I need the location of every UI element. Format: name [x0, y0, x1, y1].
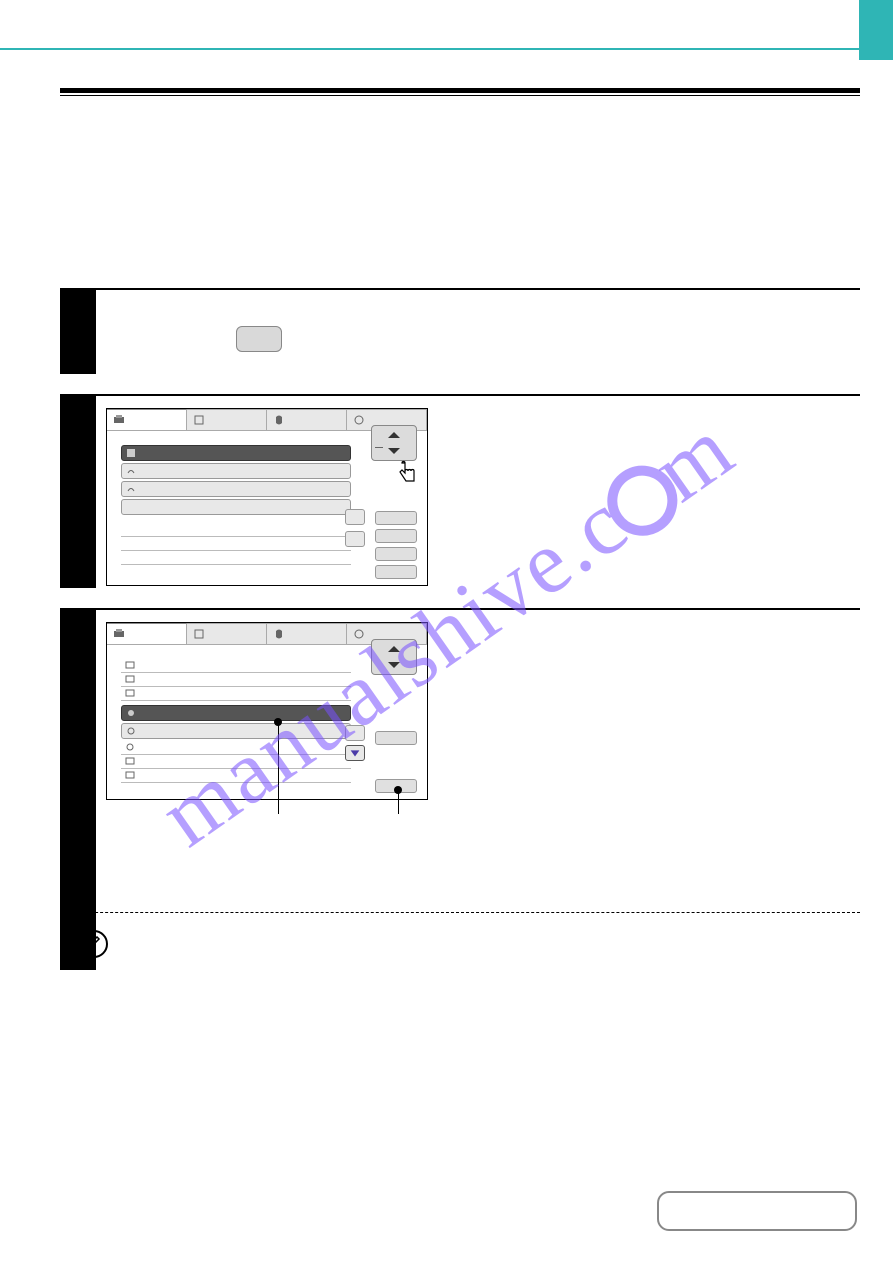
tab-fax[interactable] — [267, 623, 347, 644]
note-separator — [60, 912, 860, 913]
step-1 — [60, 288, 860, 290]
tab-print[interactable] — [107, 623, 187, 644]
list-row[interactable] — [121, 499, 351, 515]
list-line — [121, 741, 351, 755]
list-line — [121, 769, 351, 783]
scroll-up-key[interactable] — [345, 725, 365, 741]
detail-button[interactable] — [375, 731, 417, 745]
title-rule-bottom — [60, 95, 860, 96]
step-3-number-bar-extension — [60, 896, 96, 970]
step-3-number-bar — [60, 610, 96, 898]
list-row[interactable] — [121, 723, 351, 739]
step-3 — [60, 608, 860, 610]
tab-scan[interactable] — [187, 623, 267, 644]
tab-scan[interactable] — [187, 409, 267, 430]
hardware-key-illustration — [236, 326, 282, 352]
list-line — [121, 687, 351, 701]
title-rule-top — [60, 88, 860, 93]
list-row[interactable] — [121, 445, 351, 461]
priority-button[interactable] — [375, 547, 417, 561]
list-line — [121, 523, 351, 537]
step-1-number-bar — [60, 290, 96, 374]
spool-complete-toggle-key[interactable] — [371, 425, 417, 461]
list-row[interactable] — [121, 481, 351, 497]
tray-button[interactable] — [375, 511, 417, 525]
list-row[interactable] — [121, 705, 351, 721]
contents-button[interactable] — [657, 1191, 857, 1231]
callout-dot-a — [274, 718, 282, 726]
list-row[interactable] — [121, 463, 351, 479]
tab-fax[interactable] — [267, 409, 347, 430]
stop-delete-button[interactable] — [375, 565, 417, 579]
list-line — [121, 537, 351, 551]
step-2-number-bar — [60, 396, 96, 588]
step-2 — [60, 394, 860, 396]
list-line — [121, 551, 351, 565]
tab-print[interactable] — [107, 409, 187, 430]
list-line — [121, 755, 351, 769]
header-accent-line — [0, 48, 870, 50]
callout-dot-b — [394, 786, 402, 794]
callout-line-a — [278, 722, 279, 814]
scroll-down-key[interactable] — [345, 531, 365, 547]
section-corner-tab — [859, 0, 893, 60]
spool-complete-toggle-key[interactable] — [371, 639, 417, 675]
screenshot-job-status-2 — [106, 622, 428, 800]
tap-hand-cursor — [395, 459, 423, 487]
scroll-down-key[interactable] — [345, 745, 365, 761]
detail-button[interactable] — [375, 529, 417, 543]
list-line — [121, 673, 351, 687]
scroll-up-key[interactable] — [345, 509, 365, 525]
screenshot-job-status-1 — [106, 408, 428, 586]
list-line — [121, 659, 351, 673]
callout-tick — [375, 447, 383, 448]
